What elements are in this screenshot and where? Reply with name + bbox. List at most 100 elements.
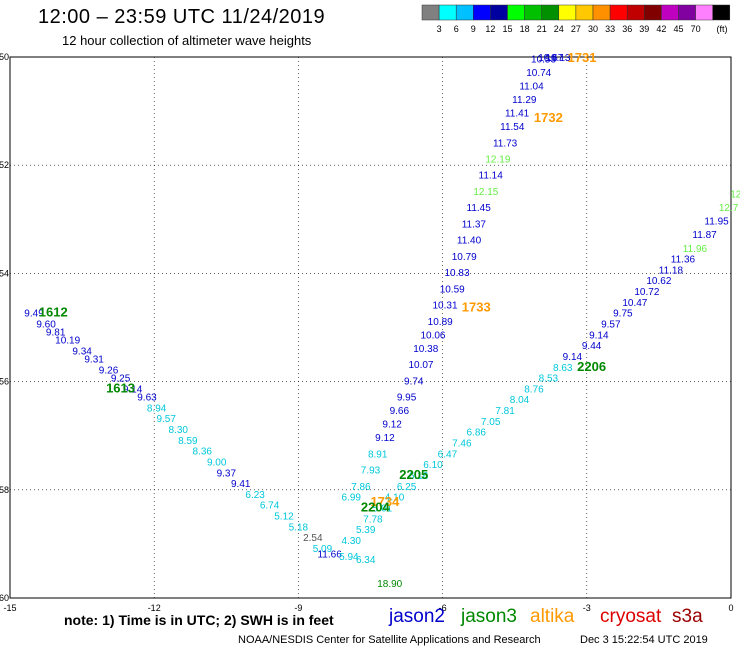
chart-title: 12:00 – 23:59 UTC 11/24/2019 — [38, 6, 326, 28]
color-scale-label: 39 — [639, 24, 649, 34]
color-scale-label: 33 — [605, 24, 615, 34]
wave-height-point: 8.04 — [510, 395, 530, 406]
x-tick-label: 0 — [728, 603, 733, 613]
wave-height-point: 11.40 — [457, 236, 482, 247]
wave-height-point: 10.19 — [55, 336, 80, 347]
wave-height-point: 9.00 — [207, 457, 227, 468]
wave-height-point: 10.79 — [452, 252, 477, 263]
wave-height-point: 7.78 — [363, 514, 383, 525]
legend-jason2: jason2 — [389, 606, 445, 627]
wave-height-point: 9.41 — [231, 479, 251, 490]
y-tick-label: -52 — [0, 160, 9, 170]
wave-height-point: 12.7 — [719, 203, 739, 214]
legend-jason3: jason3 — [461, 606, 517, 627]
credit-line: NOAA/NESDIS Center for Satellite Applica… — [238, 634, 541, 646]
color-scale-label: 3 — [437, 24, 442, 34]
wave-height-point: 11.45 — [467, 203, 492, 214]
wave-height-point: 6.74 — [260, 501, 280, 512]
pass-time-label: 2204 — [361, 499, 391, 514]
generated-date: Dec 3 15:22:54 UTC 2019 — [580, 634, 708, 646]
wave-height-point: 6.10 — [423, 460, 443, 471]
wave-height-point: 9.37 — [217, 468, 237, 479]
wave-height-point: 10.07 — [408, 360, 433, 371]
y-tick-label: -54 — [0, 268, 9, 278]
x-tick-label: -15 — [3, 603, 16, 613]
wave-height-point: 9.14 — [563, 352, 583, 363]
color-scale-label: 9 — [471, 24, 476, 34]
wave-height-point: 9.63 — [137, 393, 157, 404]
color-scale-label: 15 — [502, 24, 512, 34]
color-scale-unit: (ft) — [717, 24, 728, 34]
wave-height-point: 8.76 — [524, 384, 544, 395]
wave-height-point: 8.63 — [553, 363, 573, 374]
wave-height-point: 4.10 — [385, 493, 405, 504]
y-tick-label: -56 — [0, 377, 9, 387]
pass-time-label: 1732 — [534, 110, 563, 125]
color-scale-label: 6 — [454, 24, 459, 34]
wave-height-point: 9.75 — [613, 309, 633, 320]
wave-height-point: 7.05 — [481, 417, 501, 428]
wave-height-point: 7.46 — [452, 439, 472, 450]
wave-height-point: 11.14 — [479, 171, 504, 182]
wave-height-point: 11.41 — [505, 109, 530, 120]
wave-height-point: 9.60 — [36, 320, 56, 331]
plot-frame — [9, 56, 732, 599]
wave-height-point: 12 — [730, 190, 740, 201]
pass-time-label: 2205 — [399, 467, 428, 482]
wave-height-point: 6.16 — [409, 471, 429, 482]
wave-height-point: 7.86 — [351, 482, 371, 493]
wave-height-point: 9.49 — [24, 309, 44, 320]
wave-height-point: 8.94 — [147, 403, 167, 414]
color-scale-label: 36 — [622, 24, 632, 34]
wave-height-point: 10.83 — [445, 268, 470, 279]
wave-height-point: 10.31 — [432, 301, 457, 312]
color-scale-legend: 3 6 9 12 15 18 21 24 27 30 33 36 39 42 45 70 (ft) — [421, 4, 731, 34]
wave-height-point: 9.57 — [156, 414, 176, 425]
x-tick-label: -9 — [294, 603, 302, 613]
wave-height-point: 10.59 — [440, 284, 465, 295]
wave-height-point: 11.87 — [692, 230, 717, 241]
wave-height-point: 5.12 — [274, 512, 294, 523]
wave-height-point: 11.18 — [659, 265, 684, 276]
color-scale-label: 21 — [537, 24, 547, 34]
legend-altika: altika — [530, 606, 575, 627]
color-scale-label: 70 — [691, 24, 701, 34]
wave-height-point: 5.01 — [373, 503, 393, 514]
wave-height-point: 8.30 — [168, 425, 188, 436]
wave-height-point: 8.53 — [539, 374, 559, 385]
wave-height-point: 5.39 — [356, 525, 376, 536]
wave-height-point: 11.54 — [500, 122, 525, 133]
wave-height-point: 10.06 — [420, 330, 445, 341]
y-tick-label: -50 — [0, 52, 9, 62]
wave-height-point: 10.67 — [538, 53, 563, 64]
wave-height-point: 10.13 — [545, 53, 570, 64]
wave-height-point: 5.94 — [339, 552, 359, 563]
wave-height-point: 11.36 — [671, 255, 696, 266]
pass-time-label: 1612 — [39, 305, 68, 320]
wave-height-point: 10.62 — [646, 276, 671, 287]
wave-height-point: 9.34 — [72, 347, 92, 358]
color-scale-label: 27 — [571, 24, 581, 34]
wave-height-point: 4.30 — [342, 536, 362, 547]
chart-subtitle: 12 hour collection of altimeter wave hei… — [62, 33, 312, 48]
wave-height-point: 8.59 — [178, 436, 198, 447]
wave-height-point: 6.34 — [356, 555, 376, 566]
y-tick-label: -58 — [0, 485, 9, 495]
wave-height-point: 7.93 — [361, 466, 381, 477]
footer-note: note: 1) Time is in UTC; 2) SWH is in fe… — [64, 612, 334, 628]
wave-height-point: 5.09 — [313, 544, 333, 555]
x-tick-label: -12 — [148, 603, 161, 613]
x-tick-label: -6 — [439, 603, 447, 613]
y-tick-label: -60 — [0, 593, 9, 603]
wave-height-point: 6.23 — [245, 490, 265, 501]
wave-height-point: 9.74 — [404, 376, 424, 387]
color-scale-label: 12 — [485, 24, 495, 34]
pass-time-label: 1613 — [106, 380, 135, 395]
wave-height-point: 9.95 — [397, 393, 417, 404]
pass-time-label: 1733 — [462, 299, 491, 314]
wave-height-point: 7.81 — [495, 406, 515, 417]
wave-height-point: 9.57 — [601, 320, 621, 331]
color-scale-label: 24 — [554, 24, 564, 34]
wave-height-point: 10.47 — [622, 298, 647, 309]
